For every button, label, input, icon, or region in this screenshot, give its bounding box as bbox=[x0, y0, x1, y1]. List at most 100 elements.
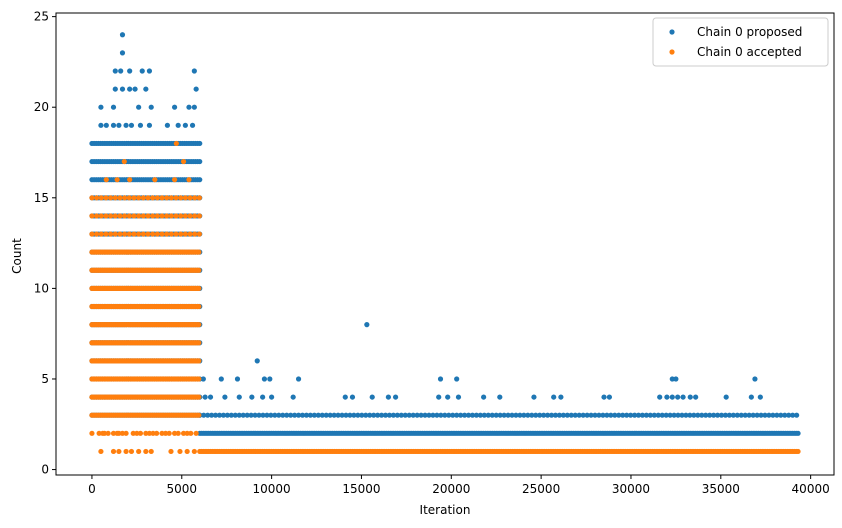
proposed-point bbox=[422, 412, 428, 418]
proposed-point bbox=[295, 412, 302, 418]
proposed-point bbox=[197, 177, 203, 183]
accepted-point bbox=[180, 158, 187, 165]
proposed-point bbox=[738, 412, 744, 418]
proposed-point bbox=[351, 412, 357, 418]
proposed-point bbox=[687, 394, 693, 400]
proposed-point bbox=[794, 412, 800, 418]
proposed-point bbox=[248, 412, 254, 418]
accepted-point bbox=[98, 195, 104, 201]
proposed-point bbox=[342, 394, 348, 400]
proposed-point bbox=[261, 376, 268, 382]
accepted-point bbox=[178, 231, 184, 237]
accepted-point bbox=[89, 430, 95, 436]
proposed-point bbox=[436, 394, 442, 400]
proposed-point bbox=[228, 412, 234, 418]
proposed-point bbox=[703, 412, 709, 418]
x-tick-label: 10000 bbox=[253, 482, 291, 496]
x-axis-ticks: 0 5000 10000 15000 20000 25000 30000 35000 40000 bbox=[88, 475, 830, 496]
proposed-point bbox=[175, 122, 181, 128]
proposed-point bbox=[556, 412, 563, 418]
proposed-point bbox=[260, 394, 266, 400]
proposed-point bbox=[730, 412, 736, 418]
proposed-point bbox=[580, 412, 586, 418]
accepted-point bbox=[108, 231, 114, 237]
x-tick-label: 5000 bbox=[167, 482, 198, 496]
proposed-point bbox=[290, 394, 296, 400]
accepted-point bbox=[184, 448, 190, 455]
accepted-point bbox=[177, 448, 183, 455]
x-tick-label: 35000 bbox=[702, 482, 740, 496]
accepted-point bbox=[193, 430, 199, 436]
proposed-point bbox=[485, 412, 491, 418]
proposed-point bbox=[222, 394, 228, 400]
accepted-point bbox=[130, 430, 136, 436]
proposed-point bbox=[128, 122, 135, 128]
proposed-point bbox=[560, 412, 567, 418]
y-tick-label: 25 bbox=[34, 10, 49, 24]
proposed-point bbox=[434, 412, 440, 418]
accepted-point bbox=[154, 195, 160, 201]
accepted-point bbox=[119, 430, 126, 436]
accepted-point bbox=[122, 195, 128, 201]
proposed-point bbox=[450, 412, 456, 418]
accepted-point bbox=[123, 448, 129, 455]
accepted-point bbox=[196, 394, 202, 400]
proposed-point bbox=[651, 412, 657, 418]
proposed-point bbox=[501, 412, 507, 418]
proposed-point bbox=[748, 394, 754, 400]
proposed-point bbox=[473, 412, 480, 418]
proposed-point bbox=[123, 122, 129, 128]
accepted-point bbox=[150, 231, 156, 237]
proposed-point bbox=[112, 86, 118, 92]
accepted-point bbox=[117, 195, 123, 201]
proposed-point bbox=[754, 412, 760, 418]
proposed-point bbox=[139, 68, 145, 74]
proposed-point bbox=[216, 412, 223, 418]
proposed-point bbox=[722, 412, 729, 418]
accepted-point bbox=[94, 195, 100, 201]
accepted-point bbox=[196, 195, 202, 201]
proposed-point bbox=[673, 376, 679, 382]
proposed-point bbox=[551, 394, 557, 400]
proposed-point bbox=[541, 412, 547, 418]
accepted-point bbox=[140, 231, 146, 237]
proposed-point bbox=[191, 104, 197, 110]
proposed-point bbox=[616, 412, 622, 418]
proposed-point bbox=[442, 412, 448, 418]
proposed-point bbox=[572, 412, 578, 418]
proposed-point bbox=[497, 412, 503, 418]
accepted-point bbox=[187, 231, 193, 237]
proposed-point bbox=[778, 412, 784, 418]
accepted-point bbox=[145, 231, 151, 237]
accepted-point bbox=[136, 448, 142, 455]
proposed-point bbox=[319, 412, 325, 418]
proposed-point bbox=[386, 412, 393, 418]
proposed-point bbox=[596, 412, 602, 418]
proposed-point bbox=[635, 412, 642, 418]
proposed-point bbox=[758, 412, 764, 418]
accepted-point bbox=[89, 213, 95, 219]
x-tick-label: 20000 bbox=[432, 482, 470, 496]
y-tick-label: 10 bbox=[34, 281, 49, 295]
proposed-point bbox=[390, 412, 397, 418]
proposed-point bbox=[193, 86, 199, 92]
proposed-point bbox=[675, 412, 681, 418]
proposed-point bbox=[693, 394, 699, 400]
accepted-point bbox=[171, 430, 178, 436]
proposed-point bbox=[189, 122, 196, 128]
accepted-point bbox=[154, 231, 160, 237]
legend-label-proposed: Chain 0 proposed bbox=[697, 25, 802, 39]
proposed-point bbox=[795, 430, 801, 436]
proposed-point bbox=[127, 68, 133, 74]
proposed-point bbox=[249, 394, 255, 400]
proposed-point bbox=[236, 412, 242, 418]
proposed-point bbox=[398, 412, 404, 418]
proposed-point bbox=[385, 394, 391, 400]
proposed-point bbox=[256, 412, 262, 418]
accepted-point bbox=[103, 177, 109, 183]
proposed-point bbox=[525, 412, 531, 418]
proposed-point bbox=[171, 104, 178, 110]
accepted-point bbox=[146, 430, 153, 436]
proposed-point bbox=[568, 412, 574, 418]
proposed-point bbox=[402, 412, 408, 418]
